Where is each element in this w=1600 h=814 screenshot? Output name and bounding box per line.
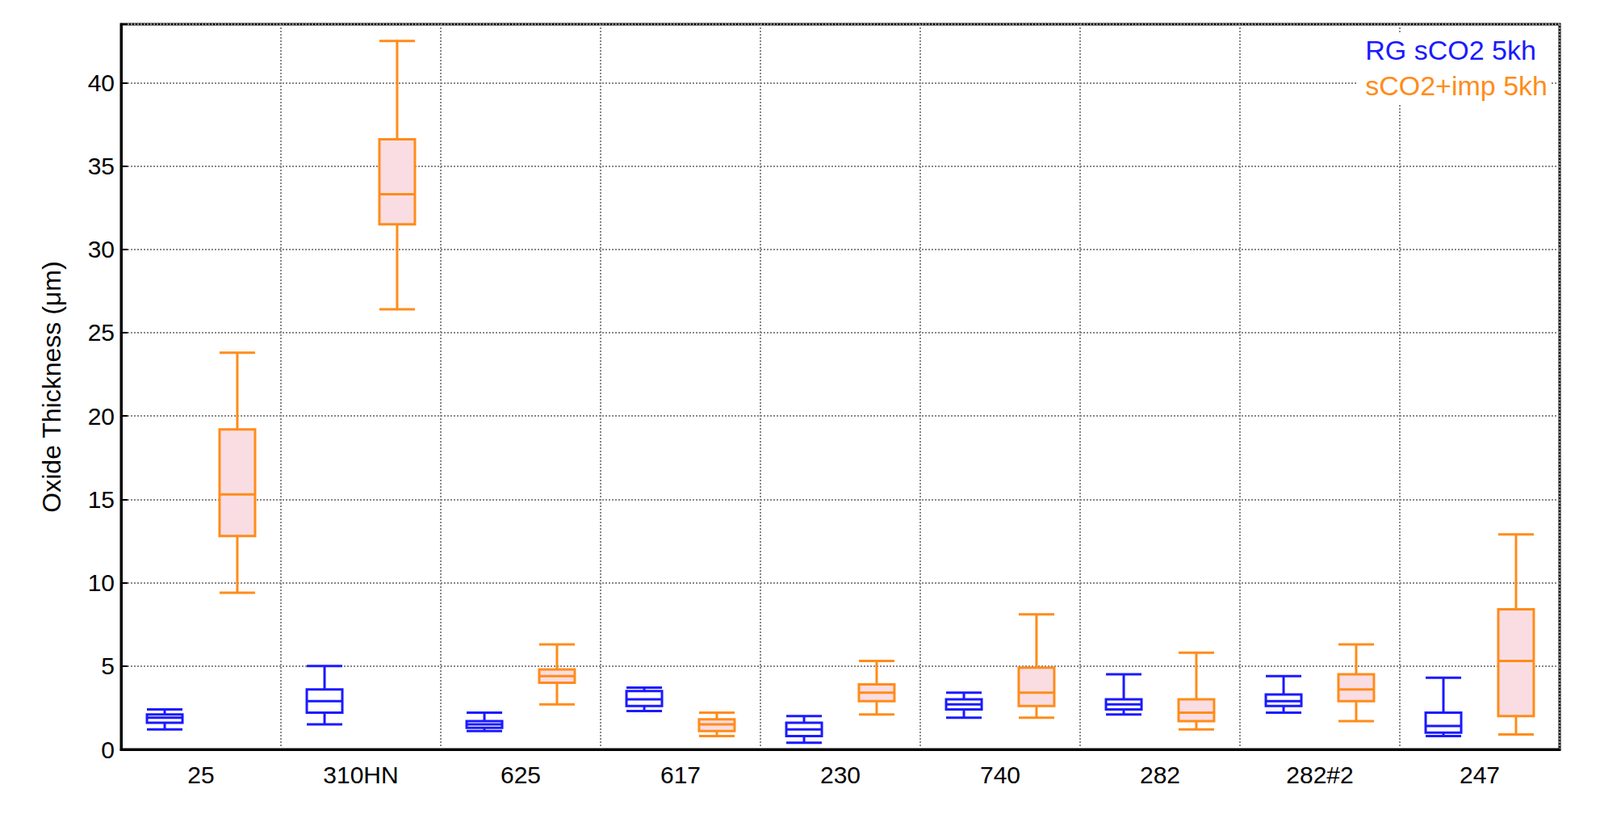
svg-text:40: 40 xyxy=(87,69,115,97)
svg-text:5: 5 xyxy=(100,652,115,679)
svg-text:35: 35 xyxy=(87,152,115,180)
svg-text:25: 25 xyxy=(87,318,115,346)
svg-text:0: 0 xyxy=(100,736,115,763)
svg-text:617: 617 xyxy=(660,761,701,788)
svg-text:25: 25 xyxy=(187,761,214,788)
svg-text:282: 282 xyxy=(1139,761,1181,788)
svg-text:sCO2+imp 5kh: sCO2+imp 5kh xyxy=(1365,70,1548,101)
svg-text:625: 625 xyxy=(500,761,541,788)
svg-text:RG sCO2 5kh: RG sCO2 5kh xyxy=(1365,34,1537,66)
svg-text:30: 30 xyxy=(87,235,115,263)
svg-text:247: 247 xyxy=(1459,761,1500,788)
svg-text:740: 740 xyxy=(980,761,1021,788)
svg-text:230: 230 xyxy=(820,761,861,788)
svg-text:Oxide Thickness (μm): Oxide Thickness (μm) xyxy=(37,260,67,512)
svg-text:10: 10 xyxy=(87,569,115,596)
svg-text:15: 15 xyxy=(87,485,115,513)
svg-text:282#2: 282#2 xyxy=(1285,761,1353,788)
svg-text:310HN: 310HN xyxy=(322,761,398,788)
svg-text:20: 20 xyxy=(87,402,115,430)
